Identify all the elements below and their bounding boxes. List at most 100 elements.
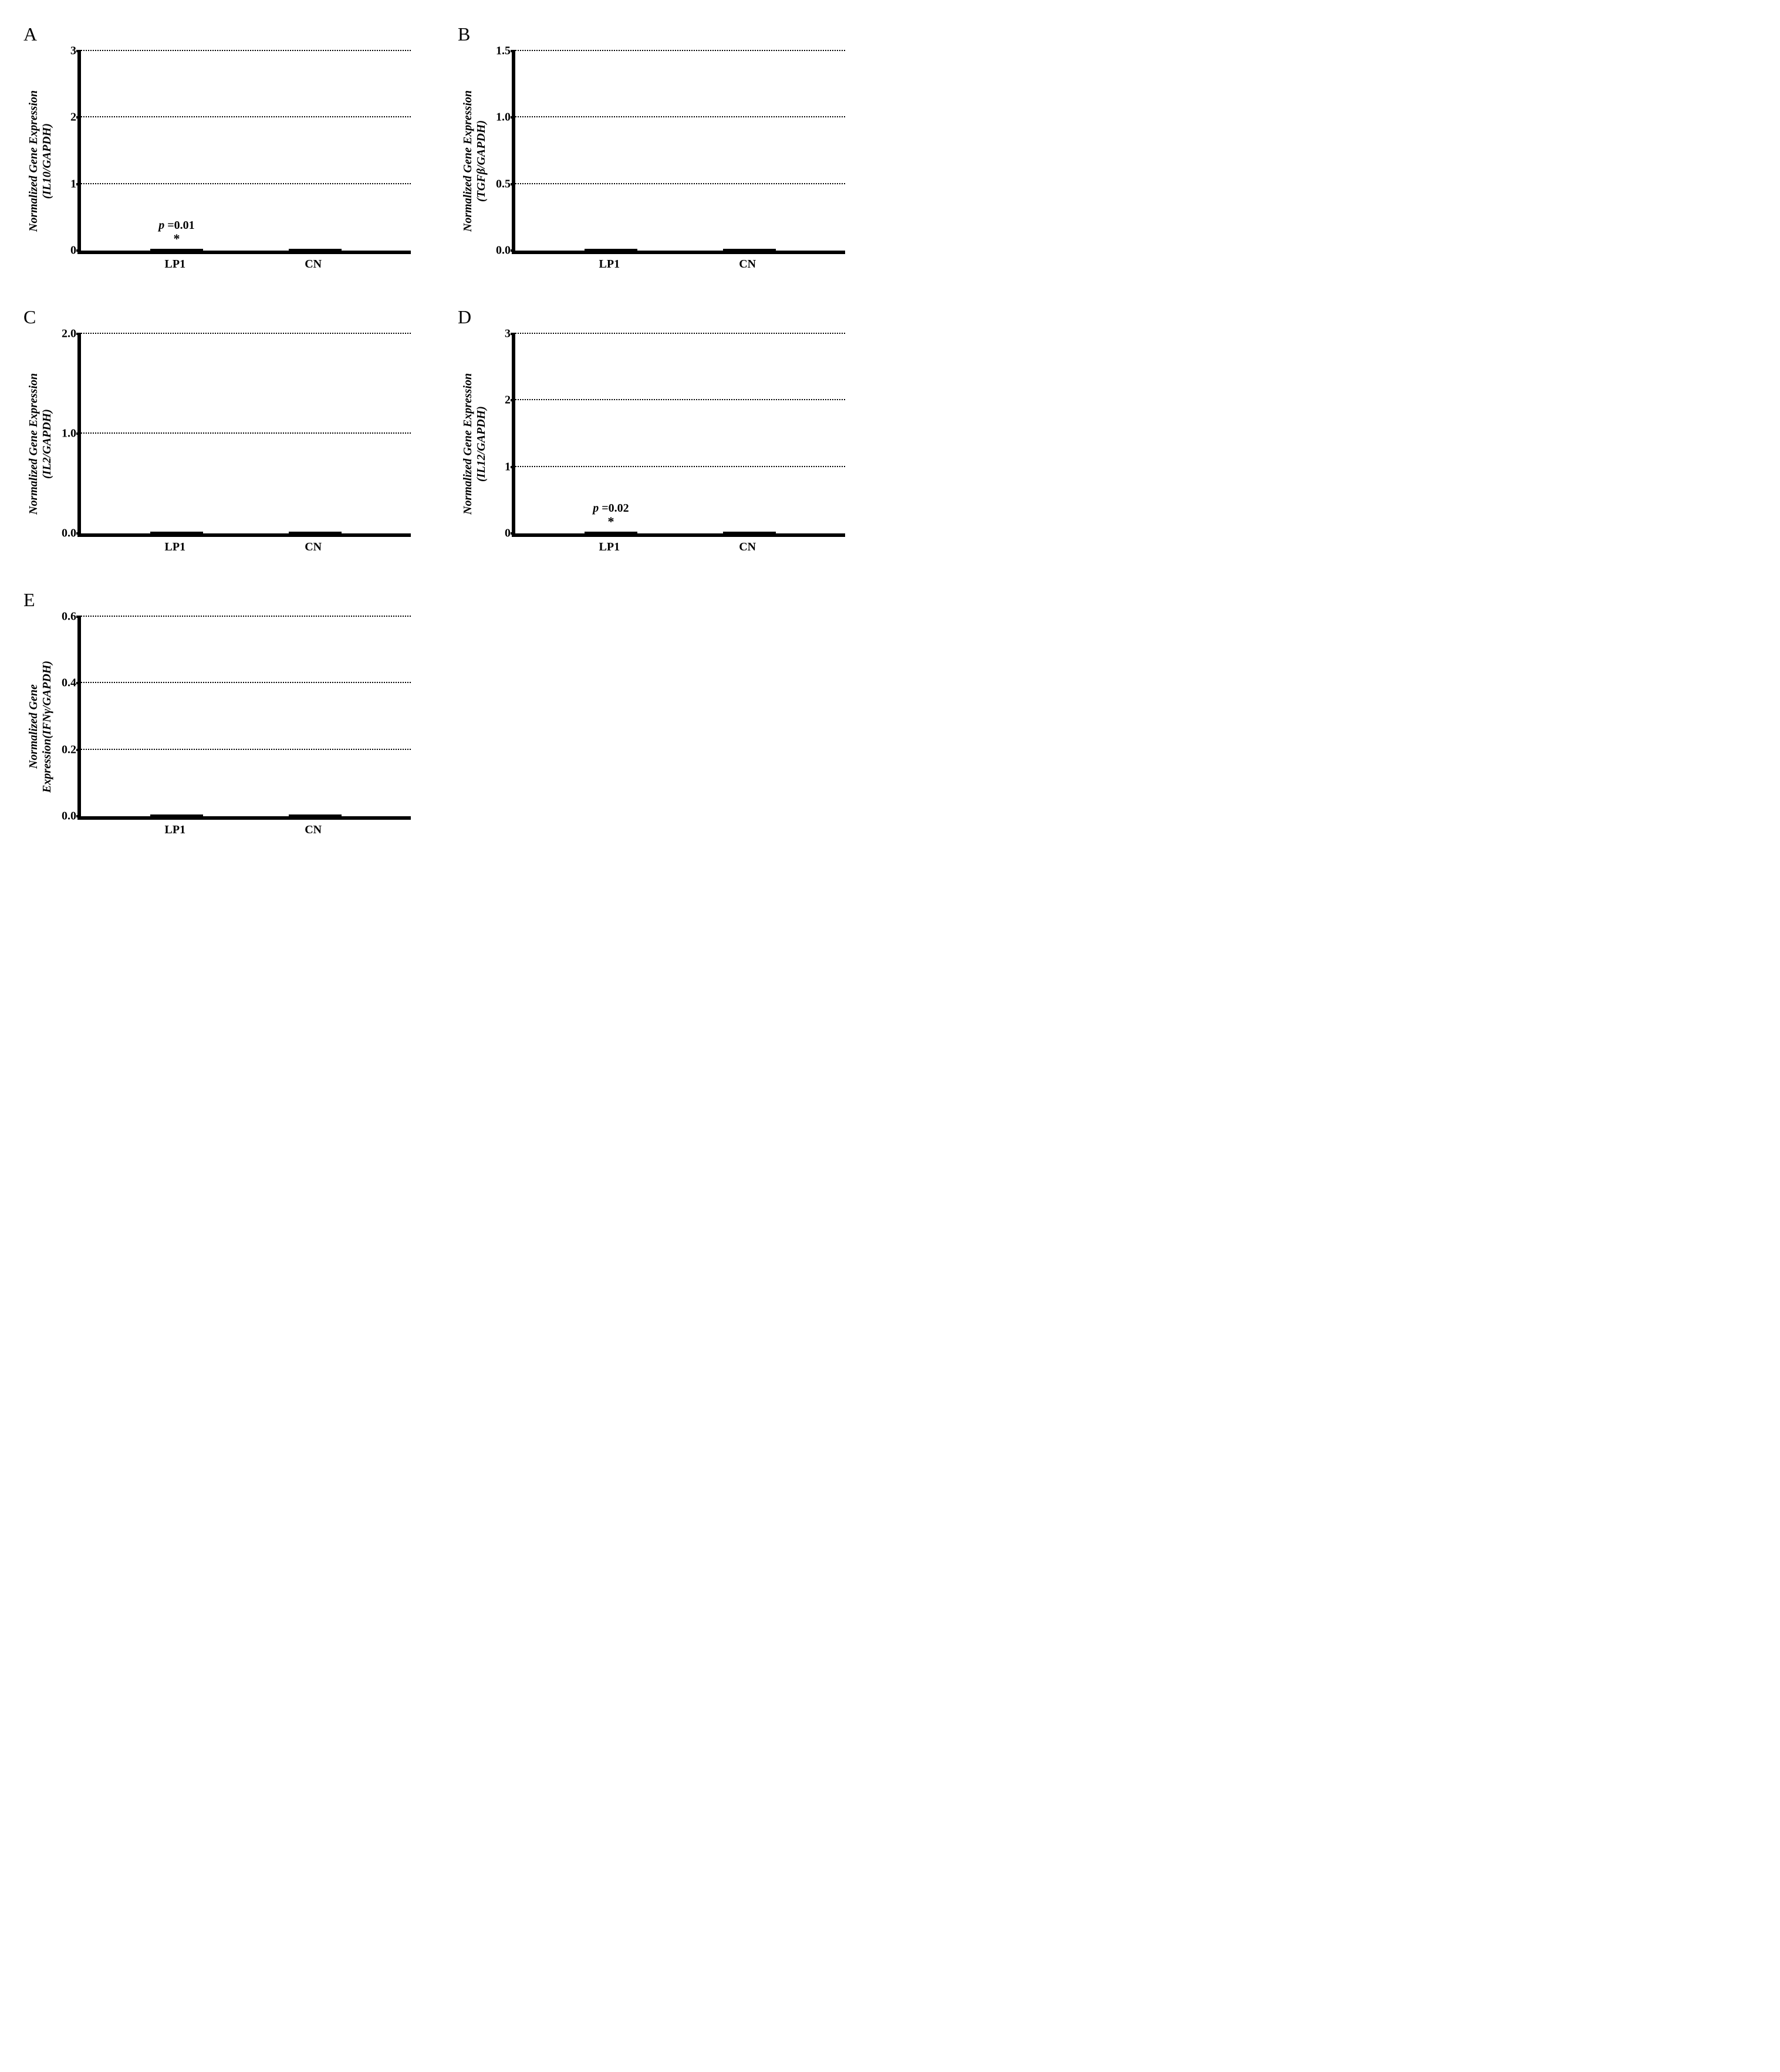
x-axis-labels: LP1 CN <box>77 254 411 271</box>
x-tick-label: CN <box>695 258 800 271</box>
ytick-mark <box>76 50 81 52</box>
ytick-mark <box>511 249 515 252</box>
plot-column: 0.01.02.0 LP1 CN <box>54 334 411 554</box>
error-cap <box>289 532 342 535</box>
ytick-mark <box>76 815 81 817</box>
ytick-mark <box>511 116 515 119</box>
pvalue-annotation: p =0.02* <box>593 502 629 529</box>
error-cap <box>723 249 776 252</box>
x-tick-label: LP1 <box>557 258 662 271</box>
x-axis-labels: LP1 CN <box>77 820 411 837</box>
ytick-mark <box>76 249 81 252</box>
plot-area: 0123p =0.02* <box>512 334 845 537</box>
ytick-label: 0.6 <box>62 610 76 624</box>
ytick-mark <box>76 532 81 535</box>
ytick-label: 0.4 <box>62 677 76 690</box>
chart-wrap: Normalized Gene Expression (IL10/GAPDH) 0… <box>23 51 411 271</box>
error-cap <box>585 249 637 252</box>
error-cap <box>585 532 637 535</box>
ytick-mark <box>511 183 515 185</box>
x-tick-label: CN <box>261 540 366 554</box>
plot-area: 0123p =0.01* <box>77 51 411 254</box>
ytick-label: 3 <box>505 327 511 341</box>
ytick-label: 2 <box>70 111 76 124</box>
panel-label: A <box>23 23 411 45</box>
ytick-label: 1.5 <box>496 45 511 58</box>
ytick-label: 0.0 <box>62 810 76 823</box>
ytick-label: 2 <box>505 394 511 407</box>
ytick-mark <box>511 50 515 52</box>
ytick-label: 0 <box>70 244 76 258</box>
panel-a: A Normalized Gene Expression (IL10/GAPDH)… <box>23 23 411 271</box>
x-tick-label: LP1 <box>123 823 228 837</box>
error-cap <box>150 249 203 252</box>
chart-wrap: Normalized Gene Expression (IL2/GAPDH) 0.… <box>23 334 411 554</box>
ytick-mark <box>511 532 515 535</box>
error-cap <box>289 249 342 252</box>
x-tick-label: LP1 <box>123 540 228 554</box>
y-axis-label: Normalized Gene Expression (TGFβ/GAPDH) <box>458 51 488 271</box>
ytick-mark <box>76 432 81 435</box>
ytick-mark <box>76 183 81 185</box>
bars-container <box>81 334 411 533</box>
ytick-mark <box>511 399 515 401</box>
panel-label: C <box>23 306 411 328</box>
plot-column: 0.00.51.01.5 LP1 CN <box>488 51 845 271</box>
ytick-label: 1 <box>505 460 511 474</box>
x-tick-label: LP1 <box>123 258 228 271</box>
panel-label: D <box>458 306 845 328</box>
ytick-mark <box>511 333 515 335</box>
ytick-mark <box>511 466 515 468</box>
ytick-label: 1.0 <box>62 427 76 441</box>
ytick-mark <box>76 682 81 684</box>
panel-c: C Normalized Gene Expression (IL2/GAPDH) 0… <box>23 306 411 554</box>
y-axis-label: Normalized Gene Expression (IL10/GAPDH) <box>23 51 54 271</box>
ytick-mark <box>76 749 81 751</box>
x-tick-label: CN <box>261 823 366 837</box>
y-axis-label: Normalized Gene Expression(IFNγ/GAPDH) <box>23 617 54 837</box>
chart-wrap: Normalized Gene Expression (IL12/GAPDH) 0… <box>458 334 845 554</box>
chart-wrap: Normalized Gene Expression (TGFβ/GAPDH) 0… <box>458 51 845 271</box>
plot-column: 0123p =0.02* LP1 CN <box>488 334 845 554</box>
ytick-label: 2.0 <box>62 327 76 341</box>
significance-star: * <box>173 231 180 246</box>
error-cap <box>289 814 342 818</box>
y-axis-label: Normalized Gene Expression (IL2/GAPDH) <box>23 334 54 554</box>
panel-label: E <box>23 589 411 611</box>
plot-area: 0.00.51.01.5 <box>512 51 845 254</box>
error-cap <box>150 814 203 818</box>
plot-area: 0.00.20.40.6 <box>77 617 411 820</box>
ytick-label: 0 <box>505 527 511 540</box>
plot-area: 0.01.02.0 <box>77 334 411 537</box>
ytick-label: 0.0 <box>496 244 511 258</box>
panel-e: E Normalized Gene Expression(IFNγ/GAPDH) 0… <box>23 589 411 837</box>
chart-wrap: Normalized Gene Expression(IFNγ/GAPDH) 0.… <box>23 617 411 837</box>
ytick-label: 0.2 <box>62 743 76 756</box>
bars-container <box>81 617 411 816</box>
ytick-label: 0.0 <box>62 527 76 540</box>
panel-b: B Normalized Gene Expression (TGFβ/GAPDH)… <box>458 23 845 271</box>
ytick-label: 1.0 <box>496 111 511 124</box>
pvalue-annotation: p =0.01* <box>158 219 194 246</box>
figure-grid: A Normalized Gene Expression (IL10/GAPDH)… <box>23 23 845 837</box>
bars-container <box>515 51 845 251</box>
bars-container: p =0.02* <box>515 334 845 533</box>
ytick-mark <box>76 116 81 119</box>
ytick-label: 1 <box>70 177 76 191</box>
ytick-mark <box>76 616 81 618</box>
panel-label: B <box>458 23 845 45</box>
significance-star: * <box>607 514 614 529</box>
bars-container: p =0.01* <box>81 51 411 251</box>
ytick-mark <box>76 333 81 335</box>
x-axis-labels: LP1 CN <box>512 254 845 271</box>
plot-column: 0123p =0.01* LP1 CN <box>54 51 411 271</box>
plot-column: 0.00.20.40.6 LP1 CN <box>54 617 411 837</box>
error-cap <box>150 532 203 535</box>
error-cap <box>723 532 776 535</box>
x-axis-labels: LP1 CN <box>77 537 411 554</box>
x-tick-label: CN <box>695 540 800 554</box>
x-axis-labels: LP1 CN <box>512 537 845 554</box>
x-tick-label: LP1 <box>557 540 662 554</box>
x-tick-label: CN <box>261 258 366 271</box>
y-axis-label: Normalized Gene Expression (IL12/GAPDH) <box>458 334 488 554</box>
